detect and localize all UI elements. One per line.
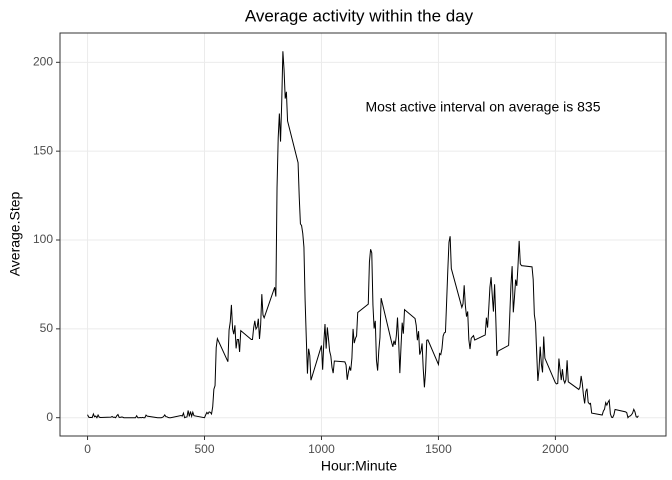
x-tick-label: 0: [84, 442, 91, 456]
x-tick-label: 1000: [308, 442, 335, 456]
y-tick-label: 0: [46, 410, 53, 424]
y-tick-label: 200: [33, 54, 53, 68]
chart-title: Average activity within the day: [245, 6, 474, 25]
x-tick-label: 1500: [425, 442, 452, 456]
y-tick-label: 150: [33, 143, 53, 157]
y-tick-label: 100: [33, 232, 53, 246]
x-tick-label: 500: [194, 442, 214, 456]
y-axis-title: Average.Step: [7, 192, 23, 277]
data-line: [87, 51, 639, 419]
y-tick-label: 50: [40, 321, 54, 335]
panel-border: [59, 32, 667, 437]
annotation: Most active interval on average is 835: [365, 99, 600, 115]
x-tick-label: 2000: [542, 442, 569, 456]
x-axis-title: Hour:Minute: [321, 458, 397, 474]
